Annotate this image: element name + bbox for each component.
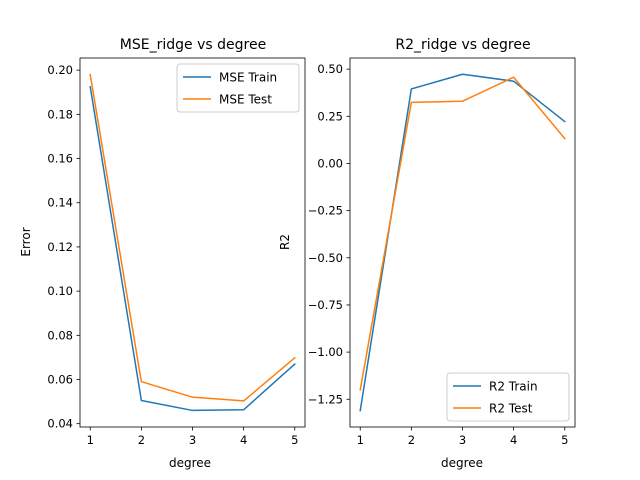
r2-y-tick-label: −1.00	[308, 345, 343, 359]
mse-legend-box	[176, 63, 300, 113]
r2-y-tick-label: −1.25	[308, 392, 343, 406]
r2-ticks: 1 2 3 4 5 −1.25 −1.00 −0.75 −0.50 −0.25 0.00 0.25 0.…	[308, 62, 569, 447]
mse-x-tick-label: 3	[189, 433, 196, 447]
r2-y-tick-label: −0.50	[308, 251, 343, 265]
mse-legend-label: MSE Test	[219, 93, 272, 107]
mse-lines	[89, 73, 296, 412]
mse-y-axis-label: Error	[19, 227, 33, 256]
mse-x-tick-label: 2	[138, 433, 145, 447]
mse-y-tick-label: 0.04	[47, 417, 73, 431]
r2-chart: R2_ridge vs degree degree R2 1 2 3 4 5 −1.25 −…	[278, 37, 576, 470]
r2-x-tick-label: 3	[459, 433, 466, 447]
r2-x-axis-label: degree	[441, 456, 483, 470]
mse-y-tick-label: 0.14	[47, 196, 73, 210]
r2-x-tick-label: 1	[357, 433, 364, 447]
mse-y-tick-label: 0.06	[47, 372, 73, 386]
mse-series-line-1	[89, 85, 296, 412]
r2-lines	[359, 73, 566, 412]
mse-ticks: 1 2 3 4 5 0.04 0.06 0.08 0.10 0.12 0.14 0.16 0.18 0.2…	[47, 63, 298, 447]
r2-y-tick-label: −0.75	[308, 298, 343, 312]
mse-chart-title: MSE_ridge vs degree	[120, 37, 266, 53]
mse-series-line-2	[89, 73, 296, 402]
r2-legend-box	[446, 372, 570, 422]
r2-chart-title: R2_ridge vs degree	[395, 37, 530, 53]
mse-plot-frame	[79, 57, 306, 428]
mse-legend-label: MSE Train	[219, 71, 277, 85]
r2-y-tick-label: 0.00	[317, 156, 343, 170]
r2-series-line-2	[359, 76, 566, 391]
r2-legend-label: R2 Test	[489, 402, 533, 416]
mse-y-tick-label: 0.20	[47, 63, 73, 77]
mse-y-tick-label: 0.12	[47, 240, 73, 254]
mse-x-tick-label: 4	[240, 433, 247, 447]
mse-x-tick-label: 5	[291, 433, 298, 447]
mse-y-tick-label: 0.16	[47, 152, 73, 166]
mse-legend: MSE Train MSE Test	[176, 63, 300, 113]
mse-chart: MSE_ridge vs degree degree Error 1 2 3 4 5 0.…	[19, 37, 306, 470]
mse-x-tick-label: 1	[87, 433, 94, 447]
r2-plot-frame	[349, 57, 576, 428]
r2-legend-label: R2 Train	[489, 380, 538, 394]
mse-x-axis-label: degree	[169, 456, 211, 470]
mse-y-tick-label: 0.10	[47, 284, 73, 298]
r2-x-tick-label: 5	[561, 433, 568, 447]
r2-legend: R2 Train R2 Test	[446, 372, 570, 422]
r2-x-tick-label: 2	[408, 433, 415, 447]
r2-y-axis-label: R2	[278, 234, 292, 250]
r2-y-tick-label: 0.25	[317, 109, 343, 123]
r2-y-tick-label: 0.50	[317, 62, 343, 76]
r2-y-tick-label: −0.25	[308, 204, 343, 218]
r2-x-tick-label: 4	[510, 433, 517, 447]
mse-y-tick-label: 0.18	[47, 107, 73, 121]
mse-y-tick-label: 0.08	[47, 328, 73, 342]
